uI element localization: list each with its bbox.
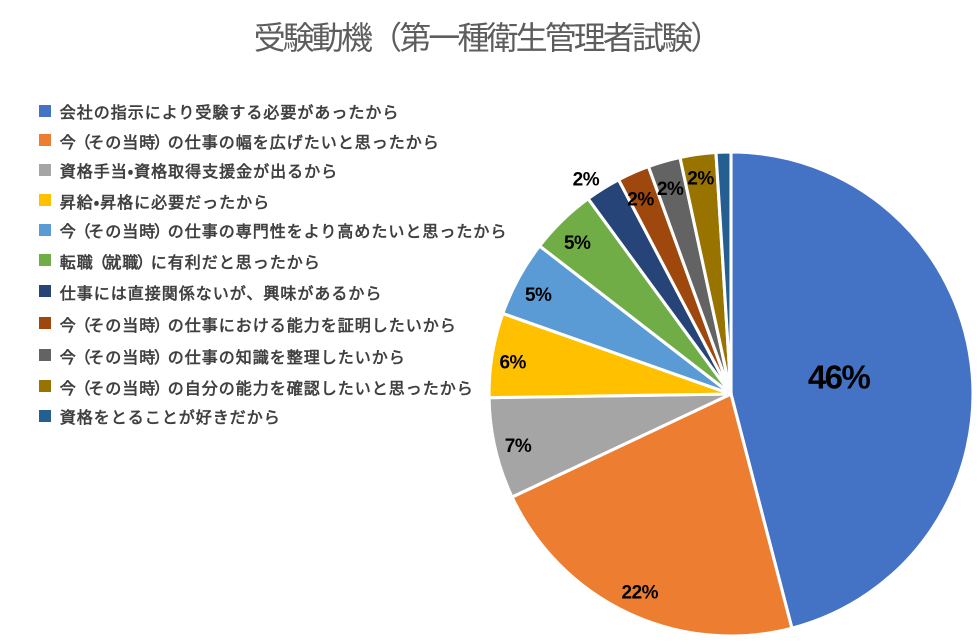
- svg-text:2%: 2%: [687, 168, 714, 189]
- svg-text:2%: 2%: [657, 179, 684, 200]
- svg-text:2%: 2%: [573, 169, 600, 190]
- svg-text:7%: 7%: [505, 436, 532, 457]
- svg-text:5%: 5%: [525, 285, 552, 306]
- svg-text:5%: 5%: [564, 233, 591, 254]
- svg-text:46%: 46%: [808, 359, 871, 396]
- svg-text:6%: 6%: [499, 352, 526, 373]
- svg-text:2%: 2%: [627, 189, 654, 210]
- svg-text:22%: 22%: [622, 582, 659, 603]
